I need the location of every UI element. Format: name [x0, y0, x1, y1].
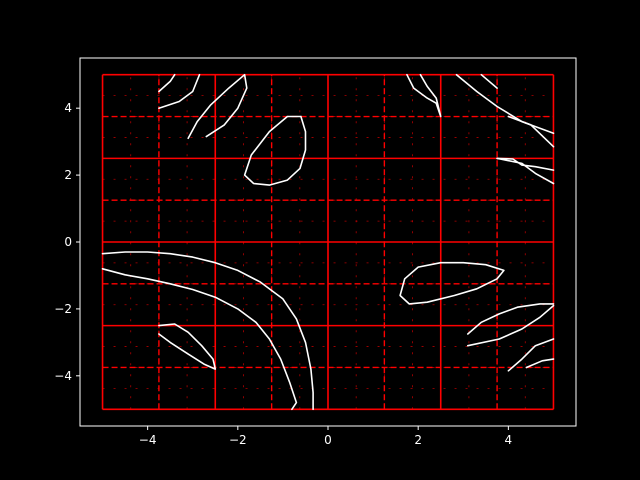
y-axis-ticks: −4 −2 0 2 4 — [54, 101, 80, 383]
contour-line-10 — [480, 73, 498, 89]
contour-line-13 — [496, 157, 555, 185]
x-tick-label: −2 — [229, 433, 247, 447]
x-tick-label: −4 — [139, 433, 157, 447]
contour-line-6 — [187, 73, 248, 140]
contour-line-7 — [243, 115, 307, 186]
contour-line-2 — [101, 267, 298, 411]
contour-line-17 — [507, 338, 555, 372]
contour-line-15 — [466, 303, 555, 335]
y-tick-label: −2 — [54, 302, 72, 316]
contour-line-3 — [158, 323, 217, 370]
contour-line-16 — [466, 304, 555, 347]
y-tick-label: 4 — [64, 101, 72, 115]
contour-line-14 — [399, 261, 505, 305]
y-tick-label: 2 — [64, 168, 72, 182]
x-tick-label: 0 — [324, 433, 332, 447]
x-tick-label: 2 — [414, 433, 422, 447]
contour-lines — [101, 73, 555, 411]
contour-line-4 — [158, 73, 176, 93]
contour-line-1 — [101, 251, 314, 411]
contour-line-11 — [507, 115, 555, 148]
x-tick-label: 4 — [505, 433, 513, 447]
y-tick-label: 0 — [64, 235, 72, 249]
contour-line-8 — [406, 73, 442, 118]
contour-line-12 — [496, 157, 555, 171]
quadtree-grid — [101, 73, 555, 411]
contour-line-5 — [158, 73, 201, 109]
x-axis-ticks: −4 −2 0 2 4 — [139, 426, 512, 447]
contour-line-18 — [525, 358, 555, 369]
y-tick-label: −4 — [54, 369, 72, 383]
